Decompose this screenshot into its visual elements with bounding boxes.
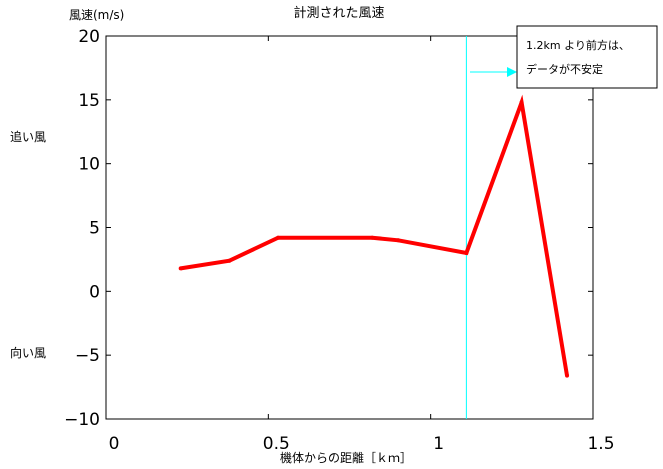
y-axis: −10 −5 0 5 10 15 20	[64, 27, 593, 430]
annotation-line-1: 1.2km より前方は、	[526, 38, 630, 52]
annotation-arrowhead	[507, 67, 517, 77]
data-point	[178, 266, 183, 271]
data-point	[227, 258, 232, 263]
plot-area	[105, 35, 594, 420]
data-point	[519, 100, 524, 105]
data-point	[276, 235, 281, 240]
x-tick-label: 1	[433, 434, 444, 454]
y-tick-label: 5	[89, 219, 100, 239]
chart-title: 計測された風速	[293, 5, 384, 21]
x-tick-label: 0.5	[263, 434, 290, 454]
data-point	[396, 238, 401, 243]
y-tick-label: 20	[78, 27, 100, 47]
x-axis-label: 機体からの距離［ｋｍ］	[280, 450, 412, 465]
x-tick-label: 1.5	[587, 434, 614, 454]
series-line-wind-speed	[180, 94, 569, 376]
tailwind-label: 追い風	[10, 129, 46, 144]
annotation-box	[516, 25, 658, 89]
data-points	[178, 100, 570, 378]
annotation-line-2: データが不安定	[526, 62, 603, 76]
y-tick-label: 15	[78, 91, 100, 111]
y-tick-label: −10	[64, 410, 100, 430]
data-point	[370, 235, 375, 240]
headwind-label: 向い風	[10, 345, 46, 360]
data-point	[464, 251, 469, 256]
x-tick-label: 0	[109, 434, 120, 454]
y-tick-label: 10	[78, 155, 100, 175]
data-point	[565, 373, 570, 378]
x-axis: 0 0.5 1 1.5	[105, 36, 615, 454]
y-tick-label: −5	[75, 346, 100, 366]
y-axis-label: 風速(m/s)	[69, 8, 124, 22]
y-tick-label: 0	[89, 282, 100, 302]
